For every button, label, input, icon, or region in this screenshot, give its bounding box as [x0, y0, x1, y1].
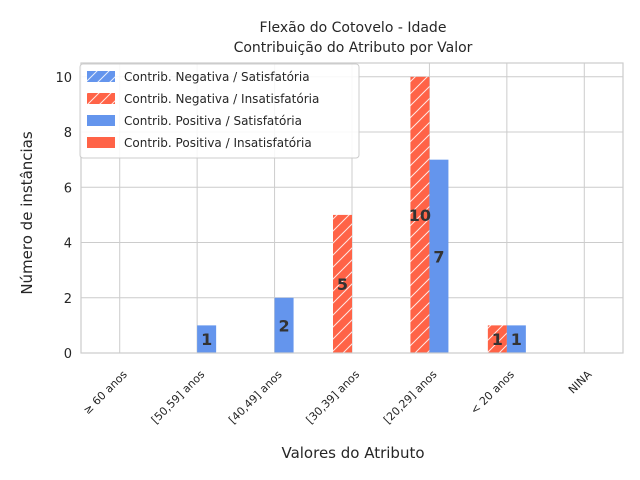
legend-box — [79, 63, 360, 159]
chart-title-line1: Flexão do Cotovelo - Idade — [260, 20, 447, 36]
legend-swatch — [87, 93, 115, 104]
x-tick-label: [20,29] anos — [381, 368, 440, 427]
x-tick-label: < 20 anos — [468, 368, 517, 417]
legend-swatch — [87, 115, 115, 126]
bar — [410, 76, 430, 354]
x-axis-label: Valores do Atributo — [281, 444, 424, 462]
y-tick-labels: 0 2 4 6 8 10 — [55, 71, 72, 362]
y-tick-label: 0 — [64, 347, 72, 362]
y-tick-label: 6 — [64, 181, 72, 196]
legend: Contrib. Negativa / Satisfatória Contrib.… — [79, 63, 360, 159]
x-tick-label: [30,39] anos — [304, 368, 363, 427]
legend-swatch — [87, 71, 115, 82]
bar — [506, 325, 526, 353]
y-tick-label: 8 — [64, 126, 72, 141]
axes-frame — [80, 62, 624, 354]
chart-title-line2: Contribuição do Atributo por Valor — [234, 40, 473, 56]
data-label: 1 — [201, 330, 212, 349]
x-tick-label: ≥ 60 anos — [81, 368, 130, 417]
legend-label: Contrib. Positiva / Satisfatória — [124, 114, 302, 128]
y-tick-label: 2 — [64, 292, 72, 307]
legend-label: Contrib. Negativa / Insatisfatória — [124, 92, 319, 106]
bar — [274, 297, 294, 353]
bar — [197, 325, 217, 353]
data-label: 10 — [409, 206, 431, 225]
y-axis-label: Número de instâncias — [18, 131, 36, 295]
data-label: 1 — [492, 330, 503, 349]
data-label: 2 — [279, 316, 290, 335]
x-tick-label: [50,59] anos — [149, 368, 208, 427]
x-tick-labels: ≥ 60 anos [50,59] anos [40,49] anos [30,39]… — [81, 368, 595, 427]
bar — [487, 325, 507, 353]
x-tick-label: NINA — [566, 368, 595, 397]
legend-label: Contrib. Negativa / Satisfatória — [124, 70, 310, 84]
bar — [429, 159, 449, 353]
legend-label: Contrib. Positiva / Insatisfatória — [124, 136, 312, 150]
data-label: 5 — [337, 275, 348, 294]
y-tick-label: 4 — [64, 237, 72, 252]
legend-swatch — [87, 137, 115, 148]
bars — [197, 76, 526, 354]
bar — [333, 214, 352, 353]
plot-frame — [80, 62, 624, 354]
data-label: 7 — [433, 247, 444, 266]
x-tick-label: [40,49] anos — [226, 368, 285, 427]
y-tick-label: 10 — [55, 71, 72, 86]
data-label: 1 — [511, 330, 522, 349]
